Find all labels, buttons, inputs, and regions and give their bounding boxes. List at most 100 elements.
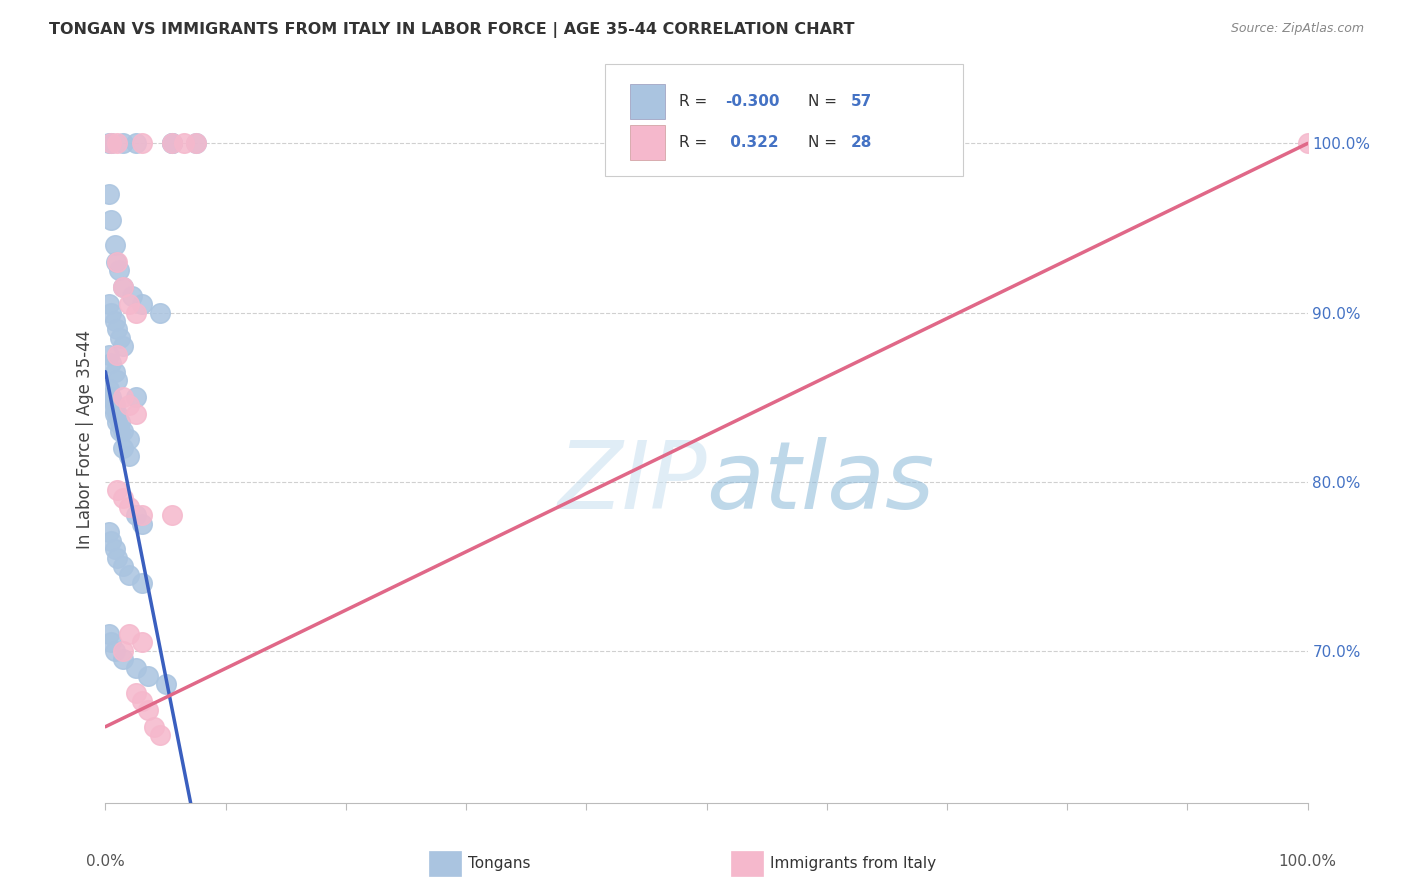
Point (100, 136, 122, 151)
Point (107, 373, 129, 387)
Point (112, 441, 135, 455)
Point (148, 305, 170, 319)
Point (107, 263, 129, 277)
Point (136, 669, 159, 683)
Point (148, 728, 170, 742)
Point (131, 136, 153, 151)
Point (100, 212, 122, 227)
Point (107, 322, 129, 336)
Point (131, 635, 153, 649)
Point (124, 660, 146, 674)
Point (112, 136, 135, 151)
Point (107, 416, 129, 430)
Point (160, 136, 183, 151)
Point (124, 508, 146, 523)
Point (184, 136, 207, 151)
Text: 57: 57 (851, 94, 872, 109)
Point (107, 407, 129, 421)
Point (131, 576, 153, 591)
Text: Immigrants from Italy: Immigrants from Italy (770, 856, 936, 871)
Point (98, 626, 121, 640)
Point (104, 542, 127, 557)
Text: 28: 28 (851, 135, 872, 150)
Point (112, 280, 135, 294)
Text: R =: R = (679, 94, 713, 109)
Point (107, 483, 129, 497)
Text: 0.322: 0.322 (725, 135, 779, 150)
Point (100, 136, 122, 151)
Point (118, 449, 141, 463)
Point (107, 254, 129, 268)
Point (108, 331, 131, 345)
Point (124, 407, 146, 421)
Point (121, 288, 143, 302)
Point (136, 703, 159, 717)
Text: R =: R = (679, 135, 713, 150)
Point (124, 390, 146, 404)
Point (112, 652, 135, 666)
Text: 0.0%: 0.0% (86, 854, 125, 869)
Point (105, 254, 128, 268)
Point (112, 390, 135, 404)
Point (112, 424, 135, 438)
Text: N =: N = (808, 135, 842, 150)
Point (98, 525, 121, 540)
Text: atlas: atlas (707, 437, 935, 528)
Point (112, 643, 135, 657)
Point (118, 500, 141, 514)
Point (131, 508, 153, 523)
Point (107, 136, 129, 151)
Point (98, 382, 121, 396)
Point (1296, 136, 1319, 151)
Point (100, 356, 122, 370)
Text: ZIP: ZIP (557, 437, 707, 528)
Text: N =: N = (808, 94, 842, 109)
Point (104, 365, 127, 379)
Point (107, 348, 129, 362)
Text: Tongans: Tongans (468, 856, 530, 871)
Point (124, 305, 146, 319)
Text: -0.300: -0.300 (725, 94, 780, 109)
Point (98, 348, 121, 362)
Point (131, 694, 153, 708)
Point (142, 720, 165, 734)
Point (104, 643, 127, 657)
Point (104, 314, 127, 328)
Point (118, 567, 141, 582)
Point (131, 516, 153, 531)
Point (112, 339, 135, 353)
Point (173, 136, 195, 151)
Point (104, 399, 127, 413)
Text: Source: ZipAtlas.com: Source: ZipAtlas.com (1230, 22, 1364, 36)
Point (112, 491, 135, 506)
Point (160, 136, 183, 151)
Point (155, 677, 177, 691)
Point (107, 550, 129, 565)
Point (112, 280, 135, 294)
Point (108, 424, 131, 438)
Point (124, 136, 146, 151)
Point (104, 407, 127, 421)
Point (100, 390, 122, 404)
Point (124, 686, 146, 700)
Point (118, 297, 141, 311)
Point (98, 136, 121, 151)
Point (160, 508, 183, 523)
Text: 100.0%: 100.0% (1278, 854, 1337, 869)
Point (100, 399, 122, 413)
Point (118, 399, 141, 413)
Point (160, 136, 183, 151)
Y-axis label: In Labor Force | Age 35-44: In Labor Force | Age 35-44 (76, 330, 94, 549)
Point (184, 136, 207, 151)
Point (118, 626, 141, 640)
Point (100, 635, 122, 649)
Point (118, 433, 141, 447)
Point (131, 297, 153, 311)
Text: TONGAN VS IMMIGRANTS FROM ITALY IN LABOR FORCE | AGE 35-44 CORRELATION CHART: TONGAN VS IMMIGRANTS FROM ITALY IN LABOR… (49, 22, 855, 38)
Point (104, 238, 127, 252)
Point (98, 390, 121, 404)
Point (108, 416, 131, 430)
Point (100, 533, 122, 548)
Point (98, 297, 121, 311)
Point (98, 187, 121, 202)
